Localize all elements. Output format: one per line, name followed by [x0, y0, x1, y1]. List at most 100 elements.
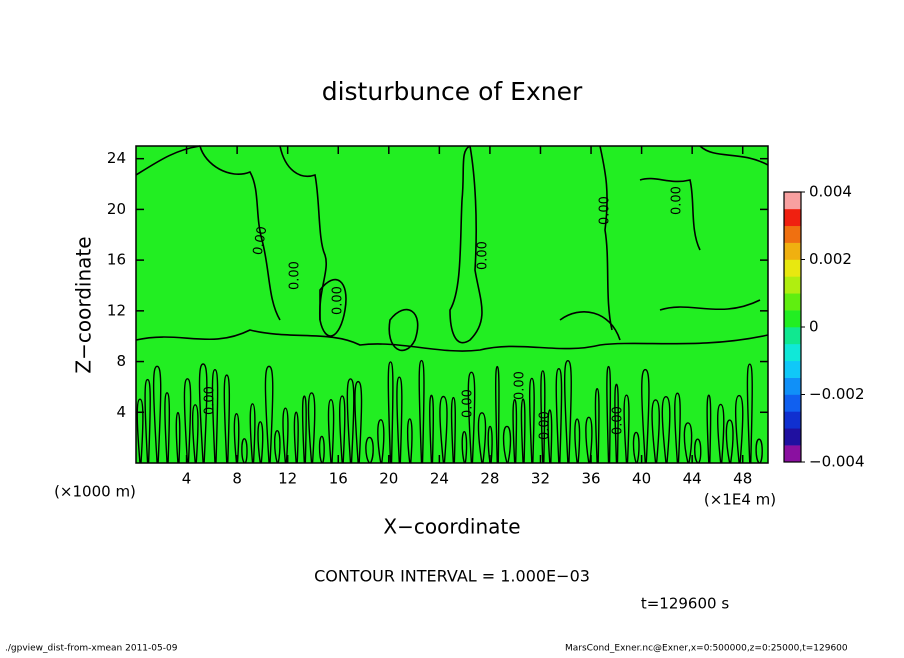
time-label: t=129600 s — [641, 595, 729, 613]
contour-line — [319, 278, 761, 352]
contour-line — [585, 416, 593, 464]
contour-line — [406, 418, 413, 464]
contour-label: 0.00 — [461, 389, 476, 418]
plot-frame — [135, 145, 769, 464]
contour-line — [694, 438, 702, 464]
contour-line — [293, 411, 299, 464]
contour-line — [354, 380, 363, 464]
contour-line — [387, 361, 394, 464]
colorbar-swatch — [784, 394, 801, 412]
contour-line — [467, 371, 476, 464]
contour-lines — [135, 145, 769, 352]
contour-line — [175, 411, 181, 464]
contour-line — [623, 394, 630, 464]
x-tick-label: 4 — [182, 470, 192, 488]
contour-line — [632, 431, 640, 464]
contour-line — [307, 392, 316, 464]
contour-line — [282, 407, 289, 464]
colorbar-swatch — [784, 242, 801, 260]
contour-line — [418, 359, 425, 464]
contour-line — [211, 368, 219, 464]
contour-line — [547, 409, 553, 464]
colorbar-swatch — [784, 276, 801, 294]
contour-label: 0.00 — [476, 241, 491, 270]
contour-lines — [136, 359, 763, 464]
colorbar-swatch — [784, 208, 801, 227]
contour-label: 0.00 — [251, 225, 271, 256]
y-tick-label: 20 — [107, 200, 126, 218]
colorbar-swatch — [784, 411, 801, 429]
footer-right: MarsCond_Exner.nc@Exner,x=0:500000,z=0:2… — [565, 644, 848, 654]
contour-line — [257, 421, 264, 464]
contour-line — [594, 388, 600, 464]
contour-line — [734, 394, 744, 464]
colorbar-tick-label: 0 — [809, 318, 819, 336]
contour-line — [144, 378, 151, 464]
contour-line — [164, 392, 171, 464]
colorbar-swatch — [784, 327, 801, 345]
x-tick-label: 8 — [232, 470, 242, 488]
contour-line — [191, 404, 199, 464]
contour-line — [606, 365, 612, 464]
contour-line — [564, 359, 572, 464]
colorbar-swatch — [784, 360, 801, 378]
contour-line — [755, 438, 763, 464]
contour-interval: CONTOUR INTERVAL = 1.000E−03 — [314, 567, 590, 586]
colorbar-swatch — [784, 377, 801, 395]
contour-line — [365, 436, 374, 464]
contour-line — [683, 422, 693, 464]
contour-label: 0.00 — [288, 261, 303, 290]
y-tick-label: 12 — [107, 301, 126, 319]
contour-line — [528, 377, 535, 464]
contour-label: 0.00 — [513, 371, 528, 400]
contour-line — [346, 378, 355, 464]
x-tick-label: 24 — [430, 470, 449, 488]
contour-line — [429, 394, 435, 464]
contour-line — [614, 383, 619, 464]
contour-line — [339, 395, 346, 464]
colorbar-swatch — [784, 343, 801, 362]
y-tick-label: 16 — [107, 251, 126, 269]
contour-line — [439, 395, 448, 464]
colorbar-swatch — [784, 310, 801, 328]
contour-line — [273, 430, 281, 464]
contour-line — [450, 396, 456, 464]
x-tick-label: 48 — [733, 470, 752, 488]
contour-line — [396, 376, 403, 464]
x-tick-label: 20 — [379, 470, 398, 488]
contour-line — [279, 145, 327, 321]
colorbar-swatch — [784, 259, 801, 277]
contour-label: 0.00 — [203, 386, 218, 415]
colorbar-swatch — [784, 428, 801, 446]
y-tick-label: 8 — [116, 352, 126, 370]
y-tick-label: 4 — [116, 403, 126, 421]
contour-line — [198, 363, 208, 464]
contour-line — [223, 374, 231, 464]
contour-line — [183, 378, 192, 464]
contour-line — [717, 403, 725, 464]
contour-line — [487, 425, 493, 464]
contour-labels: 0.00 0.00 0.00 0.00 0.00 0.00 0.00 0.00 … — [203, 186, 685, 440]
x-unit-label: (×1E4 m) — [704, 491, 776, 509]
contour-line — [477, 412, 487, 464]
footer-left: ./gpview_dist-from-xmean 2011-05-09 — [5, 644, 178, 654]
contour-line — [152, 365, 162, 464]
colorbar-tick-label: −0.004 — [809, 453, 865, 471]
contour-line — [264, 365, 274, 464]
contour-line — [651, 399, 660, 464]
contour-line — [674, 392, 681, 464]
contour-line — [661, 395, 671, 464]
contour-line — [512, 398, 518, 464]
colorbar-swatch — [784, 445, 801, 463]
chart-title: disturbunce of Exner — [322, 77, 583, 106]
contour-line — [574, 418, 581, 464]
contour-line — [377, 419, 385, 464]
x-axis-label: X−coordinate — [383, 515, 520, 539]
x-tick-label: 44 — [683, 470, 702, 488]
contour-label: 0.00 — [670, 186, 685, 215]
contour-line — [249, 403, 256, 464]
contour-line — [495, 365, 500, 464]
contour-line — [135, 329, 769, 352]
contour-line — [725, 419, 734, 464]
